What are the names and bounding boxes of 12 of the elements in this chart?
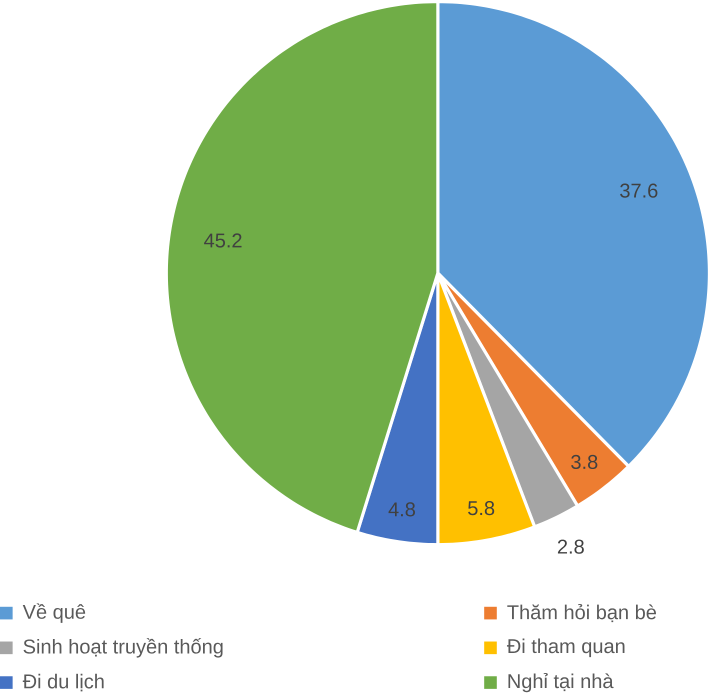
- data-label: 5.8: [468, 501, 494, 516]
- data-label: 4.8: [388, 502, 415, 517]
- data-label: 45.2: [204, 234, 242, 248]
- legend-label: Thăm hỏi bạn bè: [507, 604, 656, 622]
- data-label: 3.8: [571, 455, 598, 470]
- legend-label: Nghỉ tại nhà: [508, 673, 614, 692]
- data-label: 37.6: [620, 184, 658, 198]
- legend-label: Đi tham quan: [506, 638, 624, 658]
- legend-label: Đi du lịch: [22, 674, 104, 692]
- legend-label: Về quê: [22, 603, 86, 623]
- data-label: 2.8: [558, 540, 584, 554]
- legend-label: Sinh hoạt truyền thống: [24, 638, 223, 658]
